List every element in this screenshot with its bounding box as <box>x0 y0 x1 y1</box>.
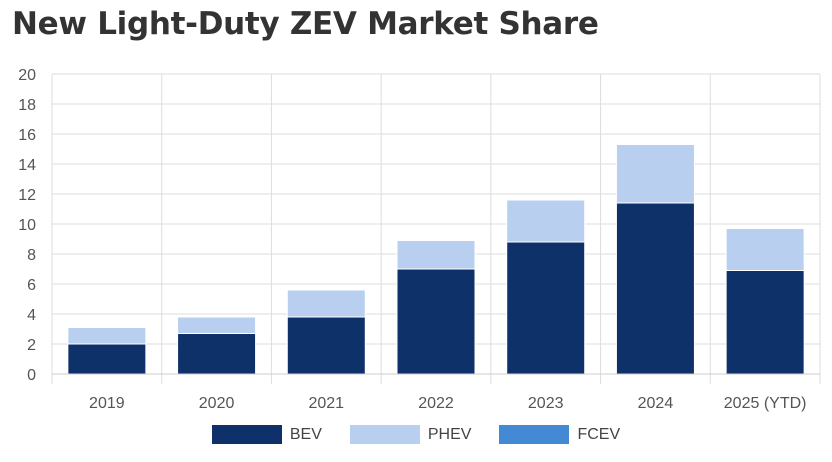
y-tick-label: 10 <box>18 217 36 234</box>
x-tick-label: 2021 <box>308 395 344 412</box>
y-tick-label: 12 <box>18 187 36 204</box>
legend-label: PHEV <box>427 425 472 443</box>
legend-item-bev[interactable]: BEV <box>211 425 322 444</box>
y-tick-label: 16 <box>18 127 36 144</box>
bar-bev-6 <box>725 270 805 375</box>
x-tick-label: 2020 <box>199 395 235 412</box>
legend-swatch <box>349 425 420 444</box>
x-tick-label: 2025 (YTD) <box>724 395 807 412</box>
bar-bev-0 <box>67 343 147 375</box>
legend-swatch <box>211 425 282 444</box>
y-tick-label: 8 <box>27 247 36 264</box>
x-tick-label: 2022 <box>418 395 454 412</box>
axes: 0 2 4 6 8 10 12 14 16 18 20 2019 2020 2021 2022 2023 202… <box>18 67 820 412</box>
legend-label: BEV <box>289 425 322 443</box>
y-tick-label: 20 <box>18 67 36 84</box>
y-tick-label: 4 <box>27 307 36 324</box>
legend-swatch <box>499 425 570 444</box>
chart-plot: 0 2 4 6 8 10 12 14 16 18 20 2019 2020 2021 2022 2023 202… <box>18 67 821 412</box>
y-tick-label: 2 <box>27 337 36 354</box>
legend-item-phev[interactable]: PHEV <box>349 425 472 444</box>
bar-phev-6 <box>725 228 805 271</box>
legend-item-fcev[interactable]: FCEV <box>499 425 620 444</box>
bar-phev-3 <box>396 240 476 270</box>
x-tick-label: 2019 <box>89 395 125 412</box>
bar-phev-1 <box>177 316 257 334</box>
bar-phev-4 <box>506 199 586 243</box>
bar-bev-3 <box>396 268 476 375</box>
bar-phev-5 <box>615 144 695 204</box>
x-tick-label: 2023 <box>528 395 564 412</box>
bars <box>67 144 805 375</box>
bar-bev-5 <box>615 202 695 375</box>
legend-label: FCEV <box>577 425 621 443</box>
bar-bev-2 <box>286 316 366 375</box>
legend: BEV PHEV FCEV <box>0 425 832 444</box>
bar-phev-2 <box>286 289 366 318</box>
y-tick-label: 18 <box>18 97 36 114</box>
bar-phev-0 <box>67 327 147 345</box>
y-tick-label: 6 <box>27 277 36 294</box>
y-tick-label: 0 <box>27 367 36 384</box>
y-tick-label: 14 <box>18 157 36 174</box>
bar-bev-4 <box>506 241 586 375</box>
x-tick-label: 2024 <box>638 395 674 412</box>
chart-title: New Light-Duty ZEV Market Share <box>12 6 599 42</box>
bar-bev-1 <box>177 333 257 375</box>
